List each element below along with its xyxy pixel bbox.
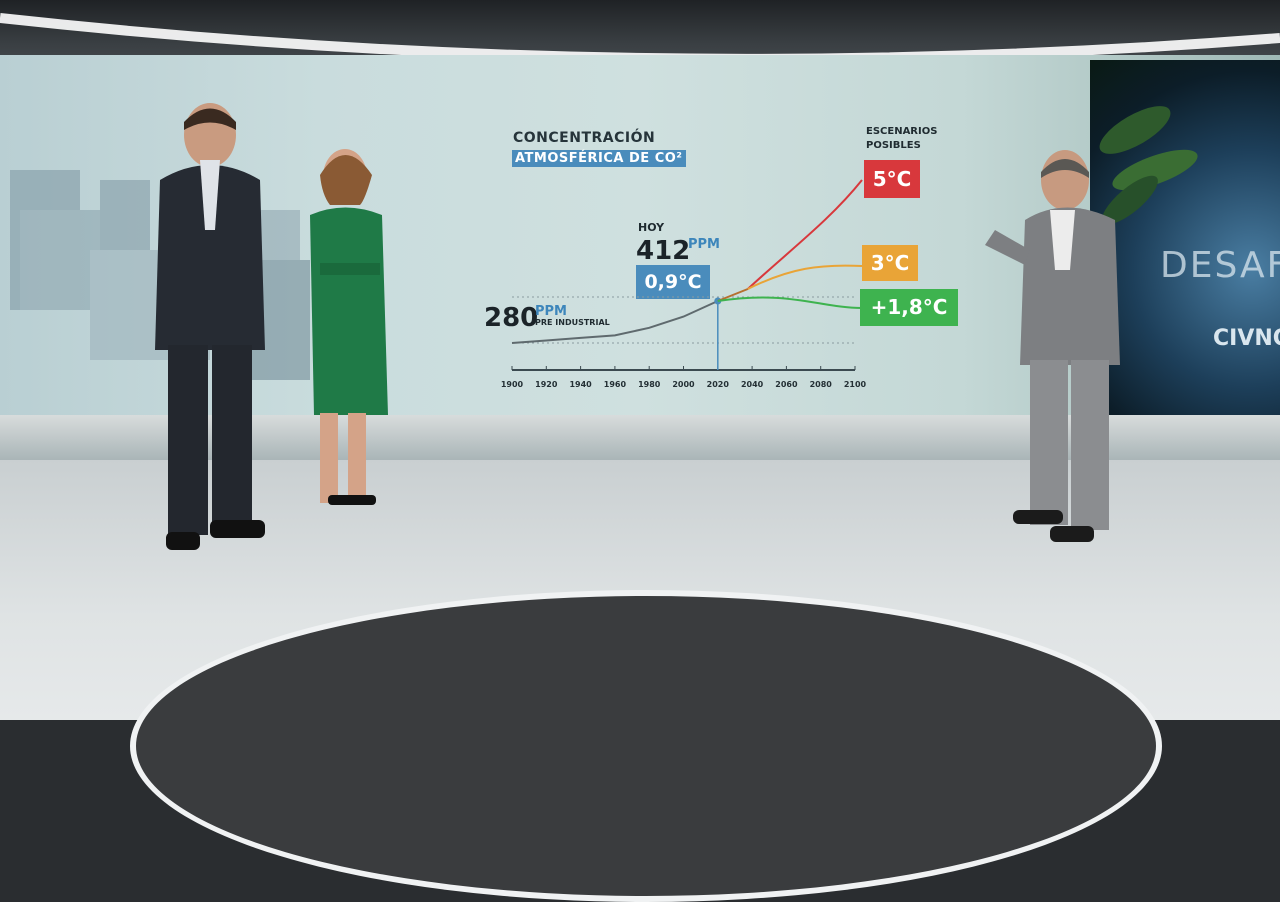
- floor-center-circle: [130, 590, 1162, 902]
- scenario-split-line: [717, 288, 749, 302]
- presenter-left: [155, 103, 265, 550]
- chart-title: CONCENTRACIÓN: [513, 130, 656, 146]
- x-tick-label: 1900: [501, 380, 524, 389]
- x-tick-label: 2020: [707, 380, 730, 389]
- x-tick-label: 2000: [672, 380, 695, 389]
- today-ppm-unit: PPM: [688, 237, 720, 252]
- leaf-graphic: [1099, 106, 1198, 225]
- x-tick-label: 2080: [810, 380, 833, 389]
- background-word: DESAF: [1160, 245, 1280, 286]
- x-tick-label: 1940: [569, 380, 592, 389]
- scenario-line-5c: [747, 179, 863, 290]
- x-tick-label: 1920: [535, 380, 558, 389]
- channel-logo: CIVNO: [1213, 326, 1280, 351]
- scenario-badge-3c: 3°C: [862, 245, 918, 281]
- x-tick-label: 2040: [741, 380, 764, 389]
- presenter-middle: [310, 149, 388, 505]
- scenario-line-1-8c: [717, 296, 863, 309]
- x-tick-label: 2060: [775, 380, 798, 389]
- city-skyline-graphic: [10, 170, 310, 380]
- scenario-line-3c: [747, 264, 863, 290]
- co2-chart: 1900 1920 1940 1960 1980 2000 2020 2040 2060 2080…: [501, 179, 867, 389]
- x-tick-label: 2100: [844, 380, 867, 389]
- today-temp-badge: 0,9°C: [636, 265, 710, 299]
- today-ppm-value: 412: [636, 236, 691, 266]
- historical-series-line: [511, 300, 719, 344]
- preindustrial-ppm-unit: PPM: [535, 304, 567, 319]
- preindustrial-label: PRE INDUSTRIAL: [535, 318, 610, 327]
- scenarios-title: ESCENARIOS POSIBLES: [866, 126, 938, 151]
- chart-subtitle: ATMOSFÉRICA DE CO²: [512, 150, 686, 167]
- preindustrial-ppm-value: 280: [484, 303, 539, 333]
- scenario-badge-5c: 5°C: [864, 160, 920, 198]
- presenter-right: [985, 150, 1120, 542]
- scenario-badge-1-8c: +1,8°C: [860, 289, 958, 326]
- today-label: HOY: [638, 221, 665, 234]
- x-tick-label: 1980: [638, 380, 661, 389]
- x-tick-label: 1960: [604, 380, 627, 389]
